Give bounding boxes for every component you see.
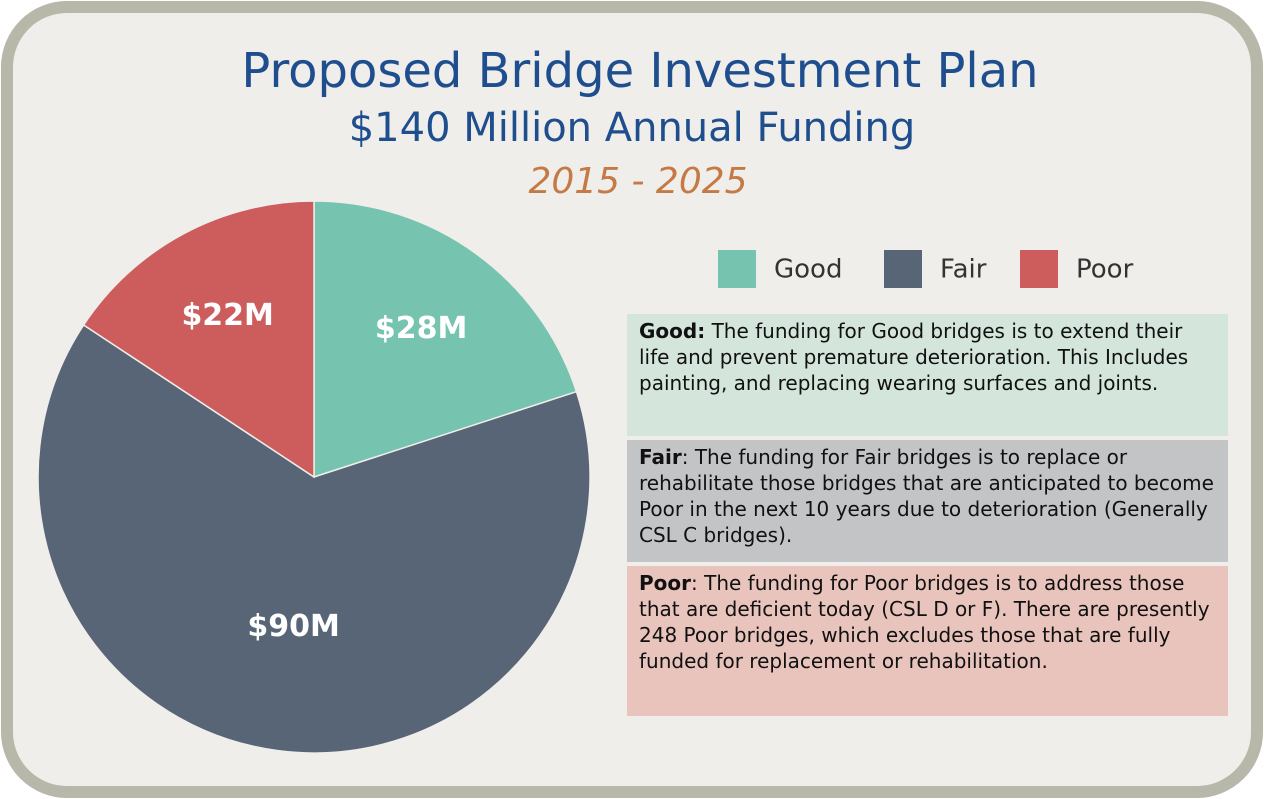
pie-slice: [82, 200, 315, 479]
description-box: Good: The funding for Good bridges is to…: [627, 314, 1228, 436]
description-box: Poor: The funding for Poor bridges is to…: [627, 566, 1228, 716]
legend-swatch: [884, 250, 922, 288]
pie-slice: [313, 200, 578, 479]
note-text: : The funding for Fair bridges is to rep…: [639, 445, 1214, 547]
legend-swatch: [1020, 250, 1058, 288]
note-term: Fair: [639, 445, 682, 469]
note-term: Poor: [639, 571, 692, 595]
data-label: $28M: [375, 311, 467, 346]
description-box: Fair: The funding for Fair bridges is to…: [627, 440, 1228, 562]
data-label: $90M: [247, 609, 339, 644]
legend-label: Fair: [940, 255, 987, 285]
legend-label: Good: [774, 255, 842, 285]
legend-label: Poor: [1076, 255, 1134, 285]
note-text: The funding for Good bridges is to exten…: [639, 319, 1189, 395]
pie-slice: [37, 323, 591, 754]
note-text: : The funding for Poor bridges is to add…: [639, 571, 1210, 673]
chart-title: Proposed Bridge Investment Plan: [241, 43, 1038, 99]
legend-swatch: [718, 250, 756, 288]
data-label: $22M: [181, 298, 273, 333]
chart-subtitle: $140 Million Annual Funding: [349, 105, 916, 151]
note-term: Good:: [639, 319, 706, 343]
chart-period: 2015 - 2025: [528, 161, 747, 202]
